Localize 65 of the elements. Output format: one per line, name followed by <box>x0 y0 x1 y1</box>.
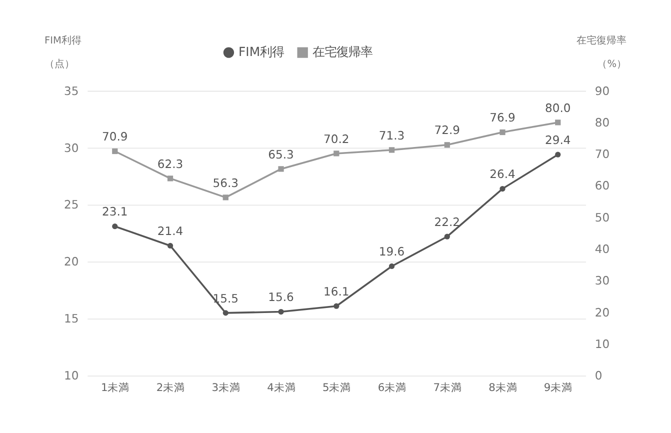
data-label: 62.3 <box>157 156 184 171</box>
x-tick-label: 9未満 <box>544 381 573 394</box>
y2-tick-label: 40 <box>594 242 610 256</box>
x-tick-label: 4未満 <box>267 381 296 394</box>
y-tick-label: 20 <box>64 254 79 269</box>
point <box>222 194 228 200</box>
data-label: 16.1 <box>324 284 350 298</box>
data-label: 71.3 <box>378 128 405 142</box>
x-tick-label: 5未満 <box>322 381 352 394</box>
y2-tick-label: 80 <box>594 115 610 130</box>
x-tick-label: 8未満 <box>488 381 518 394</box>
point <box>112 224 118 230</box>
data-label: 76.9 <box>490 110 516 125</box>
data-label: 26.4 <box>490 167 516 182</box>
x-tick-label: 1未満 <box>100 381 130 394</box>
y2-tick-label: 90 <box>594 84 610 98</box>
legend-label: 在宅復帰率 <box>312 44 372 60</box>
point <box>334 150 340 156</box>
point <box>555 120 561 126</box>
y2-tick-label: 70 <box>594 147 610 162</box>
x-tick-label: 7未満 <box>433 381 462 394</box>
y2-tick-label: 20 <box>594 305 610 320</box>
data-label: 80.0 <box>545 100 571 115</box>
point <box>444 142 450 148</box>
point <box>167 242 174 249</box>
text: 在宅復帰率（%） <box>576 36 627 70</box>
data-label: 22.2 <box>434 214 460 229</box>
point <box>278 308 284 315</box>
point <box>278 166 284 172</box>
data-label: 21.4 <box>157 224 184 238</box>
y2-tick-label: 50 <box>594 210 610 224</box>
y2-tick-label: 0 <box>594 368 602 383</box>
point <box>167 176 174 182</box>
x-tick-label: 2未満 <box>156 381 186 394</box>
y-tick-label: 35 <box>64 84 79 98</box>
text: FIM利得（点） <box>44 36 82 70</box>
legend-label: FIM利得 <box>238 44 284 60</box>
point <box>222 310 228 316</box>
data-label: 15.6 <box>268 290 294 304</box>
point <box>444 234 450 240</box>
point <box>388 147 395 153</box>
point <box>112 148 118 154</box>
y-tick-label: 25 <box>64 198 79 212</box>
y2-tick-label: 30 <box>594 274 610 288</box>
data-label: 65.3 <box>268 147 294 162</box>
data-label: 19.6 <box>378 244 405 259</box>
y2-tick-label: 60 <box>594 178 610 193</box>
x-tick-label: 3未満 <box>212 381 240 394</box>
y2-tick-label: 10 <box>594 336 610 351</box>
point <box>500 129 506 136</box>
y-tick-label: 30 <box>64 140 79 155</box>
y-tick-label: 10 <box>64 368 79 383</box>
data-label: 70.2 <box>324 132 350 146</box>
data-label: 72.9 <box>434 123 460 138</box>
point <box>555 152 561 158</box>
data-label: 29.4 <box>545 132 571 147</box>
point <box>388 263 395 270</box>
data-label: 56.3 <box>212 176 239 190</box>
x-tick-label: 6未満 <box>378 381 407 394</box>
point <box>500 186 506 192</box>
data-label: 23.1 <box>102 204 128 219</box>
point <box>334 303 340 309</box>
y-tick-label: 15 <box>64 312 79 326</box>
data-label: 70.9 <box>102 130 128 144</box>
data-label: 15.5 <box>212 291 239 306</box>
